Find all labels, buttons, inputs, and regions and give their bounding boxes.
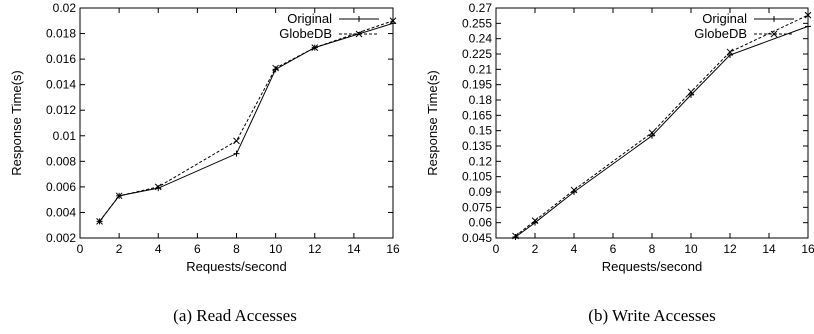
marker-cross [570, 186, 578, 194]
marker-cross [531, 217, 539, 224]
x-tick-label: 16 [801, 242, 814, 256]
data-point-globedb [648, 129, 656, 137]
x-tick-label: 2 [116, 242, 123, 256]
marker-cross [512, 232, 519, 240]
y-tick-label: 0.12 [469, 154, 493, 168]
y-tick-label: 0.006 [46, 180, 76, 194]
x-tick-label: 12 [308, 242, 322, 256]
marker-cross [96, 218, 103, 225]
data-point-original [688, 91, 694, 98]
x-axis-label: Requests/second [602, 259, 702, 274]
y-tick-label: 0.018 [46, 27, 76, 41]
data-point-globedb [115, 192, 123, 200]
data-point-original [272, 66, 279, 73]
data-point-globedb [531, 217, 539, 224]
data-point-globedb [570, 186, 578, 194]
marker-cross [648, 129, 656, 137]
marker-cross [115, 192, 123, 200]
y-tick-label: 0.21 [469, 62, 493, 76]
data-point-original [512, 233, 519, 240]
figure-caption: (b) Write Accesses [588, 306, 715, 325]
y-axis-label: Response Time(s) [425, 70, 440, 175]
data-point-original [649, 132, 655, 139]
y-tick-label: 0.02 [53, 1, 77, 15]
x-tick-label: 14 [347, 242, 361, 256]
x-tick-label: 0 [77, 242, 84, 256]
marker-cross [311, 44, 319, 51]
series-line-original [99, 22, 394, 222]
y-tick-label: 0.18 [469, 93, 493, 107]
x-tick-label: 8 [649, 242, 656, 256]
data-point-original [233, 150, 240, 157]
data-point-globedb [272, 64, 279, 72]
marker-cross [389, 17, 397, 25]
marker-cross [272, 64, 279, 72]
x-tick-label: 4 [571, 242, 578, 256]
x-tick-label: 6 [194, 242, 201, 256]
plot-frame [79, 7, 394, 239]
data-point-globedb [233, 137, 240, 145]
y-tick-label: 0.24 [469, 32, 493, 46]
legend-marker [355, 30, 363, 38]
x-tick-label: 6 [610, 242, 617, 256]
data-point-globedb [512, 232, 519, 240]
y-tick-label: 0.012 [46, 103, 76, 117]
y-tick-label: 0.002 [46, 231, 76, 245]
y-tick-label: 0.255 [462, 16, 492, 30]
x-tick-label: 16 [386, 242, 400, 256]
legend-label: GlobeDB [694, 26, 747, 41]
data-point-globedb [726, 48, 734, 56]
y-tick-label: 0.045 [462, 231, 492, 245]
data-point-globedb [687, 88, 695, 96]
marker-cross [804, 11, 812, 19]
data-point-original [805, 23, 811, 30]
y-tick-label: 0.135 [462, 139, 492, 153]
data-point-original [727, 52, 733, 59]
y-tick-label: 0.06 [469, 216, 493, 230]
legend-marker [770, 30, 778, 38]
x-tick-label: 8 [233, 242, 240, 256]
y-tick-label: 0.004 [46, 205, 76, 219]
x-axis-label: Requests/second [186, 259, 286, 274]
marker-cross [726, 48, 734, 56]
x-tick-label: 10 [684, 242, 698, 256]
data-point-globedb [804, 11, 812, 19]
x-tick-label: 10 [269, 242, 283, 256]
series-line-original [515, 25, 809, 238]
data-point-globedb [311, 44, 319, 51]
y-tick-label: 0.014 [46, 78, 76, 92]
legend-label: GlobeDB [279, 26, 332, 41]
x-tick-label: 14 [762, 242, 776, 256]
x-tick-label: 4 [155, 242, 162, 256]
figure-caption: (a) Read Accesses [173, 306, 297, 325]
x-tick-label: 0 [493, 242, 500, 256]
chart-read-accesses: 0 2 4 6 8 10 12 14 16 0.002 0.004 0.006 0.008 0.01 0.0… [9, 1, 400, 325]
y-tick-label: 0.165 [462, 108, 492, 122]
y-tick-label: 0.27 [469, 1, 493, 15]
y-tick-label: 0.09 [469, 185, 493, 199]
data-point-original [155, 185, 162, 192]
y-axis-label: Response Time(s) [9, 70, 24, 175]
y-tick-label: 0.075 [462, 200, 492, 214]
x-tick-label: 2 [532, 242, 539, 256]
y-tick-label: 0.01 [53, 129, 77, 143]
data-point-globedb [154, 183, 162, 191]
legend-label: Original [287, 11, 332, 26]
y-tick-label: 0.15 [469, 124, 493, 138]
marker-cross [154, 183, 162, 191]
y-tick-label: 0.008 [46, 154, 76, 168]
x-tick-label: 12 [723, 242, 737, 256]
y-tick-label: 0.195 [462, 78, 492, 92]
legend-label: Original [702, 11, 747, 26]
y-tick-label: 0.105 [462, 170, 492, 184]
data-point-globedb [96, 218, 103, 225]
plot-frame [495, 7, 809, 239]
marker-cross [687, 88, 695, 96]
y-tick-label: 0.016 [46, 52, 76, 66]
marker-cross [233, 137, 240, 145]
data-point-globedb [389, 17, 397, 25]
y-tick-label: 0.225 [462, 47, 492, 61]
